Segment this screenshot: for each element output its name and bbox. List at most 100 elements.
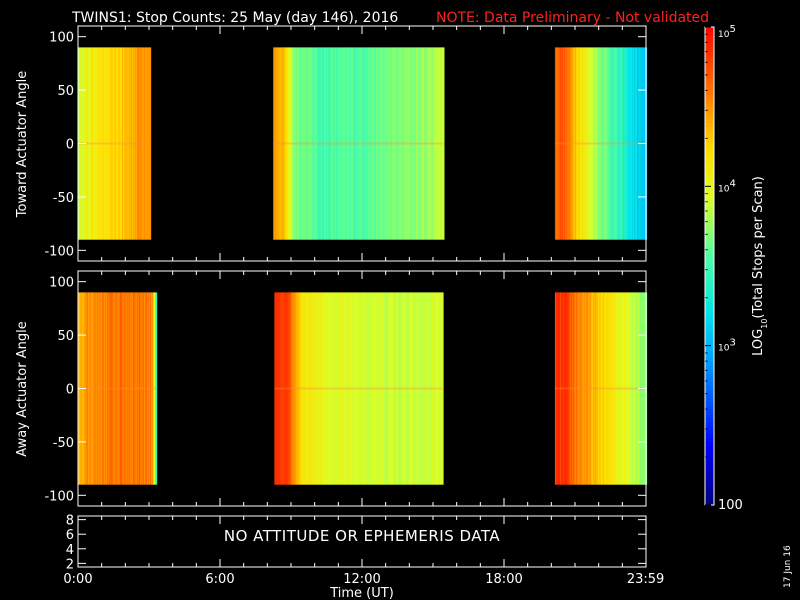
colorbar-step: [705, 429, 714, 434]
heatmap-column: [317, 292, 319, 485]
colorbar-step: [705, 473, 714, 478]
heatmap-column: [308, 292, 310, 485]
heatmap-column: [394, 292, 396, 485]
heatmap-column: [392, 47, 394, 240]
heatmap-column: [275, 47, 277, 240]
heatmap-column: [582, 292, 585, 485]
heatmap-column: [91, 292, 93, 485]
heatmap-column: [625, 47, 628, 240]
colorbar-step: [705, 297, 714, 303]
heatmap-column: [330, 292, 332, 485]
heatmap-column: [348, 292, 350, 485]
heatmap-column: [582, 47, 585, 240]
heatmap-column: [99, 47, 101, 240]
heatmap-column: [309, 47, 311, 240]
colorbar-step: [705, 226, 714, 231]
heatmap-column: [586, 292, 589, 485]
colorbar-step: [705, 50, 714, 56]
heatmap-column: [396, 47, 398, 240]
heatmap-column: [133, 47, 135, 240]
heatmap-column: [86, 292, 88, 485]
y-tick-label: 100: [49, 276, 74, 291]
heatmap-column: [102, 47, 104, 240]
heatmap-column: [106, 47, 108, 240]
colorbar-step: [705, 242, 714, 247]
colorbar-step: [705, 461, 714, 466]
heatmap-column: [152, 292, 154, 485]
heatmap-column: [139, 47, 141, 240]
colorbar-step: [705, 258, 714, 263]
colorbar-step: [705, 305, 714, 311]
heatmap-column: [284, 292, 286, 485]
heatmap-column: [407, 292, 409, 485]
heatmap-column: [299, 47, 301, 240]
heatmap-column: [286, 292, 288, 485]
heatmap-column: [563, 47, 566, 240]
colorbar-step: [705, 46, 714, 52]
heatmap-column: [322, 292, 324, 485]
heatmap-column: [410, 47, 412, 240]
colorbar-step: [705, 166, 714, 171]
heatmap-column: [116, 47, 118, 240]
colorbar-step: [705, 393, 714, 398]
heatmap-column: [599, 47, 602, 240]
heatmap-column: [136, 292, 138, 485]
heatmap-column: [394, 47, 396, 240]
heatmap-column: [338, 47, 340, 240]
heatmap-column: [283, 292, 285, 485]
heatmap-column: [98, 47, 100, 240]
heatmap-column: [357, 292, 359, 485]
heatmap-column: [389, 292, 391, 485]
heatmap-column: [132, 47, 134, 240]
heatmap-column: [314, 47, 316, 240]
colorbar-step: [705, 333, 714, 339]
colorbar-step: [705, 321, 714, 327]
heatmap-column: [289, 47, 291, 240]
colorbar-step: [705, 142, 714, 147]
heatmap-column: [572, 47, 575, 240]
heatmap-column: [312, 47, 314, 240]
heatmap-column: [97, 292, 99, 485]
heatmap-column: [636, 292, 639, 485]
heatmap-column: [95, 292, 97, 485]
colorbar-step: [705, 34, 714, 40]
heatmap-column: [149, 47, 151, 240]
x-tick-label: 18:00: [485, 572, 522, 587]
heatmap-column: [555, 47, 558, 240]
heatmap-column: [147, 292, 149, 485]
y-tick-label: 50: [57, 329, 74, 344]
heatmap-column: [368, 47, 370, 240]
y-tick-label: 0: [66, 383, 74, 398]
heatmap-column: [327, 292, 329, 485]
heatmap-column: [385, 292, 387, 485]
colorbar-step: [705, 194, 714, 199]
heatmap-column: [584, 47, 587, 240]
heatmap-column: [441, 292, 443, 485]
colorbar-step: [705, 126, 714, 132]
heatmap-column: [328, 47, 330, 240]
heatmap-column: [570, 47, 573, 240]
heatmap-column: [341, 292, 343, 485]
heatmap-column: [391, 47, 393, 240]
colorbar-step: [705, 202, 714, 207]
heatmap-column: [288, 47, 290, 240]
colorbar-step: [705, 54, 714, 60]
heatmap-column: [297, 47, 299, 240]
heatmap-column: [438, 292, 440, 485]
x-tick-label: 23:59: [627, 572, 664, 587]
colorbar-step: [705, 445, 714, 450]
heatmap-column: [402, 47, 404, 240]
heatmap-column: [381, 47, 383, 240]
heatmap-column: [101, 292, 103, 485]
heatmap-column: [419, 292, 421, 485]
heatmap-column: [558, 292, 561, 485]
heatmap-column: [387, 292, 389, 485]
colorbar-step: [705, 74, 714, 80]
heatmap-column: [615, 292, 618, 485]
heatmap-column: [577, 47, 580, 240]
heatmap-column: [395, 47, 397, 240]
colorbar-step: [705, 325, 714, 331]
heatmap-column: [632, 292, 635, 485]
heatmap-column: [123, 292, 125, 485]
heatmap-column: [335, 292, 337, 485]
